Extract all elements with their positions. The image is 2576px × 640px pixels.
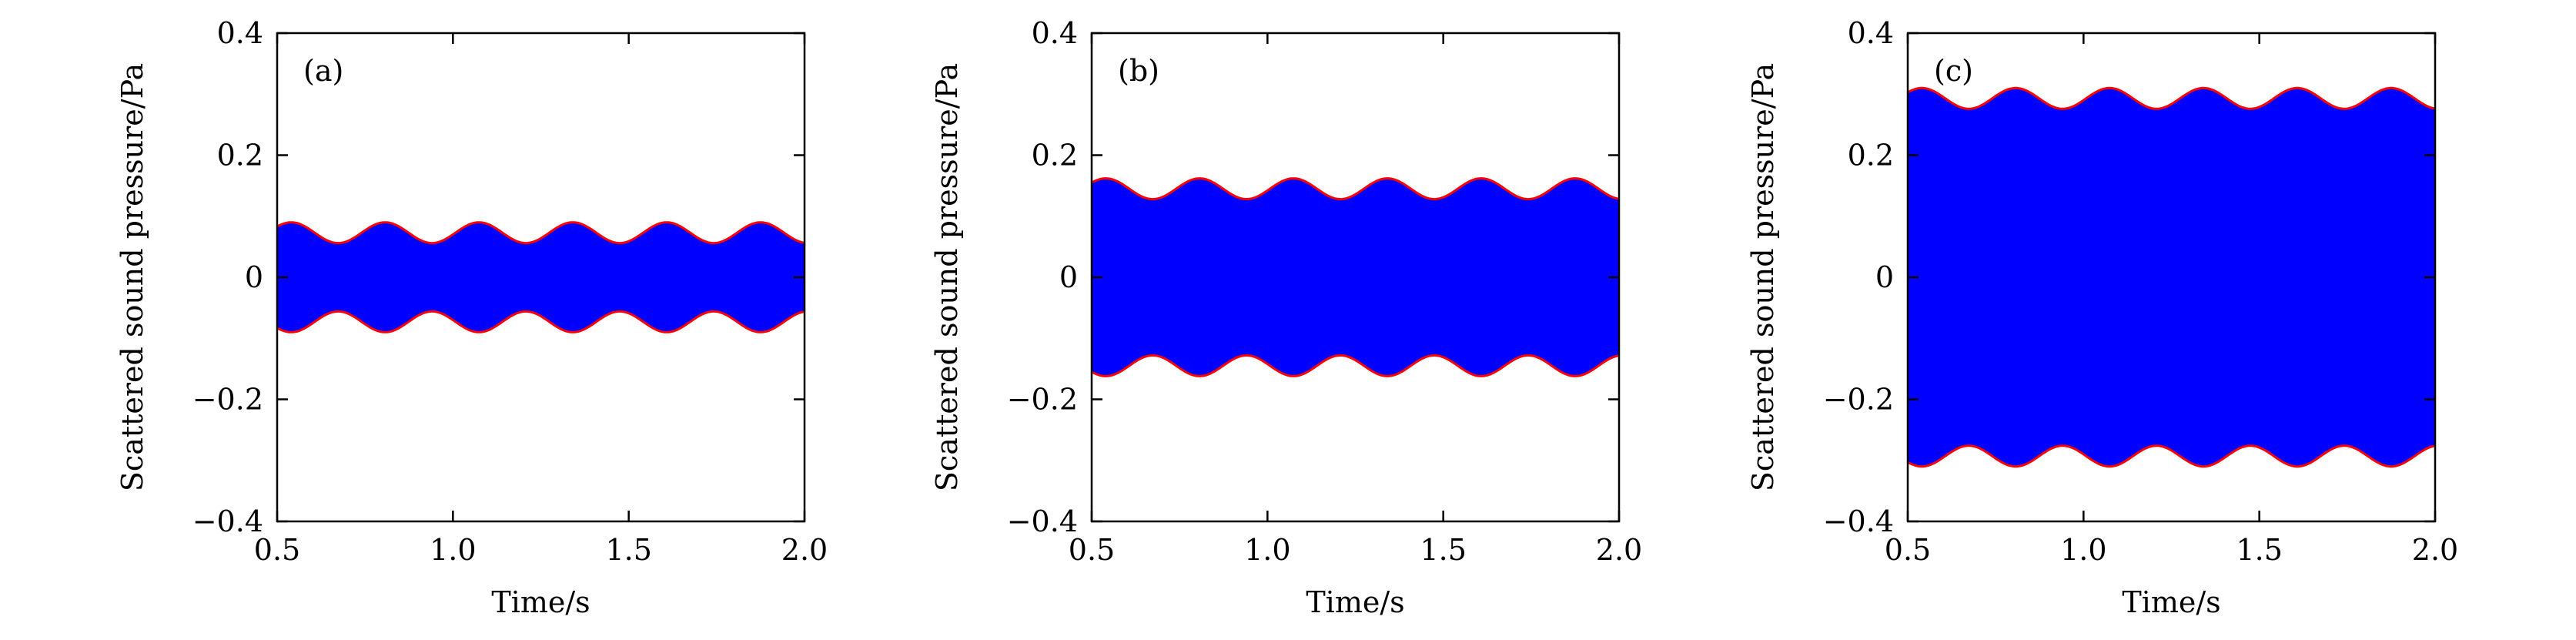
y-tick-label: −0.2 bbox=[192, 383, 263, 417]
x-tick-label: 2.0 bbox=[1596, 533, 1642, 567]
x-axis-label: Time/s bbox=[491, 585, 590, 619]
y-axis-label: Scattered sound pressure/Pa bbox=[930, 63, 964, 491]
panel-label: (b) bbox=[1118, 54, 1159, 88]
x-tick-label: 1.0 bbox=[2060, 533, 2106, 567]
y-axis-label: Scattered sound pressure/Pa bbox=[1746, 63, 1780, 491]
y-axis-label: Scattered sound pressure/Pa bbox=[115, 63, 149, 491]
chart-panel: 0.5 1.0 1.5 2.0 −0.4 −0.2 0 0.2 0.4 Time/s Scatter… bbox=[115, 16, 828, 619]
signal-fill-area bbox=[277, 222, 805, 333]
chart-panel: 0.5 1.0 1.5 2.0 −0.4 −0.2 0 0.2 0.4 Time/s Scatter… bbox=[930, 16, 1642, 619]
x-tick-label: 0.5 bbox=[1885, 533, 1931, 567]
y-tick-label: −0.4 bbox=[1823, 504, 1894, 538]
chart-panel: 0.5 1.0 1.5 2.0 −0.4 −0.2 0 0.2 0.4 Time/s Scatter… bbox=[1746, 16, 2458, 619]
panel-label: (c) bbox=[1934, 54, 1973, 88]
y-tick-label: 0.2 bbox=[1848, 139, 1894, 173]
x-tick-label: 1.0 bbox=[430, 533, 476, 567]
x-tick-label: 2.0 bbox=[2412, 533, 2458, 567]
y-tick-label: 0 bbox=[1875, 260, 1894, 294]
y-tick-label: 0.4 bbox=[1032, 16, 1078, 50]
x-tick-label: 1.5 bbox=[1420, 533, 1466, 567]
x-axis-label: Time/s bbox=[2122, 585, 2220, 619]
y-tick-label: −0.4 bbox=[1007, 504, 1078, 538]
signal-fill-area bbox=[1908, 88, 2435, 467]
upper-envelope-line bbox=[276, 221, 805, 245]
signal-fill-area bbox=[1092, 178, 1619, 377]
panel-label: (a) bbox=[303, 54, 343, 88]
y-tick-label: 0.4 bbox=[217, 16, 263, 50]
y-tick-label: −0.2 bbox=[1007, 383, 1078, 417]
upper-envelope-line bbox=[1907, 86, 2436, 110]
y-tick-label: 0.2 bbox=[1032, 139, 1078, 173]
y-tick-label: 0 bbox=[1059, 260, 1078, 294]
x-tick-label: 1.5 bbox=[605, 533, 651, 567]
y-tick-label: 0.4 bbox=[1848, 16, 1894, 50]
x-tick-label: 1.0 bbox=[1244, 533, 1290, 567]
y-tick-label: 0 bbox=[245, 260, 263, 294]
lower-envelope-line bbox=[276, 310, 805, 333]
y-tick-label: −0.4 bbox=[192, 504, 263, 538]
x-tick-label: 0.5 bbox=[1069, 533, 1115, 567]
x-tick-label: 1.5 bbox=[2236, 533, 2282, 567]
upper-envelope-line bbox=[1091, 177, 1620, 201]
y-tick-label: 0.2 bbox=[217, 139, 263, 173]
y-tick-label: −0.2 bbox=[1823, 383, 1894, 417]
lower-envelope-line bbox=[1091, 354, 1620, 377]
x-tick-label: 0.5 bbox=[254, 533, 300, 567]
x-axis-label: Time/s bbox=[1306, 585, 1404, 619]
lower-envelope-line bbox=[1907, 444, 2436, 468]
x-tick-label: 2.0 bbox=[781, 533, 828, 567]
